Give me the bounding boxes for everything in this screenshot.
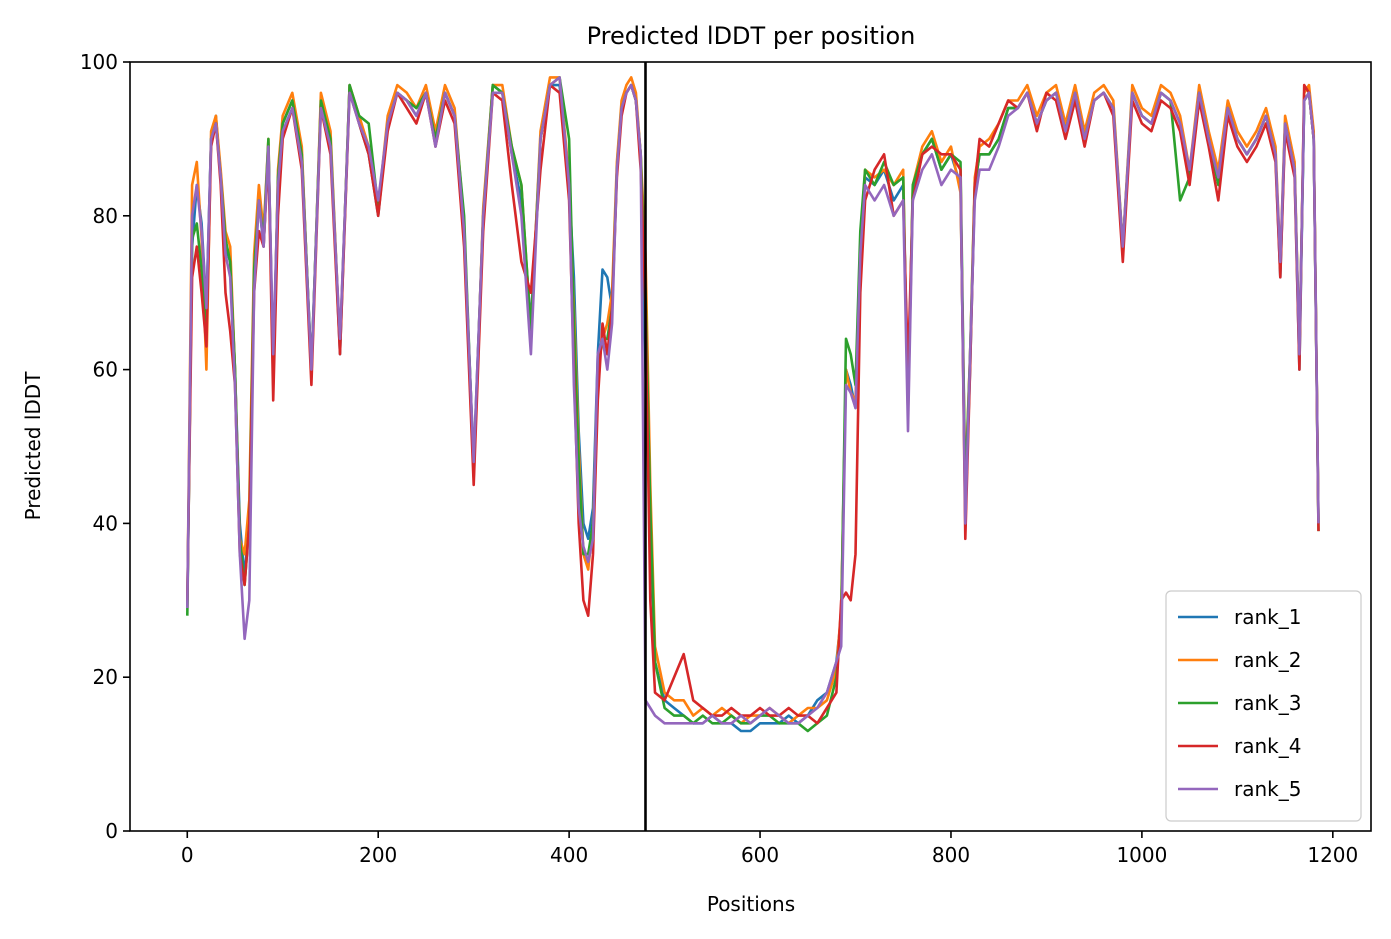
y-tick-label: 60 (93, 358, 118, 382)
x-tick-label: 600 (741, 843, 779, 867)
y-tick-label: 100 (80, 50, 118, 74)
plot-frame (129, 61, 1372, 832)
axis-ticks: 0 200 400 600 800 1000 1200 0 20 40 60 80 100 (80, 50, 1358, 867)
x-tick-label: 400 (550, 843, 588, 867)
series-line-rank_5 (186, 76, 1320, 725)
x-tick-label: 800 (932, 843, 970, 867)
series-line-rank_3 (186, 76, 1320, 733)
plot-area (186, 76, 1320, 733)
legend-label-rank_3: rank_3 (1234, 691, 1301, 715)
y-tick-label: 40 (93, 511, 118, 535)
legend: rank_1 rank_2 rank_3 rank_4 rank_5 (1165, 590, 1362, 822)
legend-label-rank_4: rank_4 (1234, 734, 1301, 758)
x-tick-label: 200 (359, 843, 397, 867)
legend-label-rank_5: rank_5 (1234, 777, 1301, 801)
series-line-rank_1 (186, 83, 1320, 733)
chart-title: Predicted lDDT per position (587, 22, 916, 50)
y-axis-label: Predicted lDDT (21, 371, 45, 521)
legend-label-rank_1: rank_1 (1234, 605, 1301, 629)
legend-label-rank_2: rank_2 (1234, 648, 1301, 672)
series-line-rank_2 (186, 76, 1320, 725)
y-tick-label: 80 (93, 204, 118, 228)
x-tick-label: 0 (181, 843, 194, 867)
y-tick-label: 20 (93, 665, 118, 689)
x-tick-label: 1000 (1116, 843, 1167, 867)
x-axis-label: Positions (707, 892, 795, 916)
legend-box (1165, 590, 1362, 822)
series-line-rank_4 (186, 83, 1320, 725)
x-tick-label: 1200 (1307, 843, 1358, 867)
y-tick-label: 0 (105, 819, 118, 843)
